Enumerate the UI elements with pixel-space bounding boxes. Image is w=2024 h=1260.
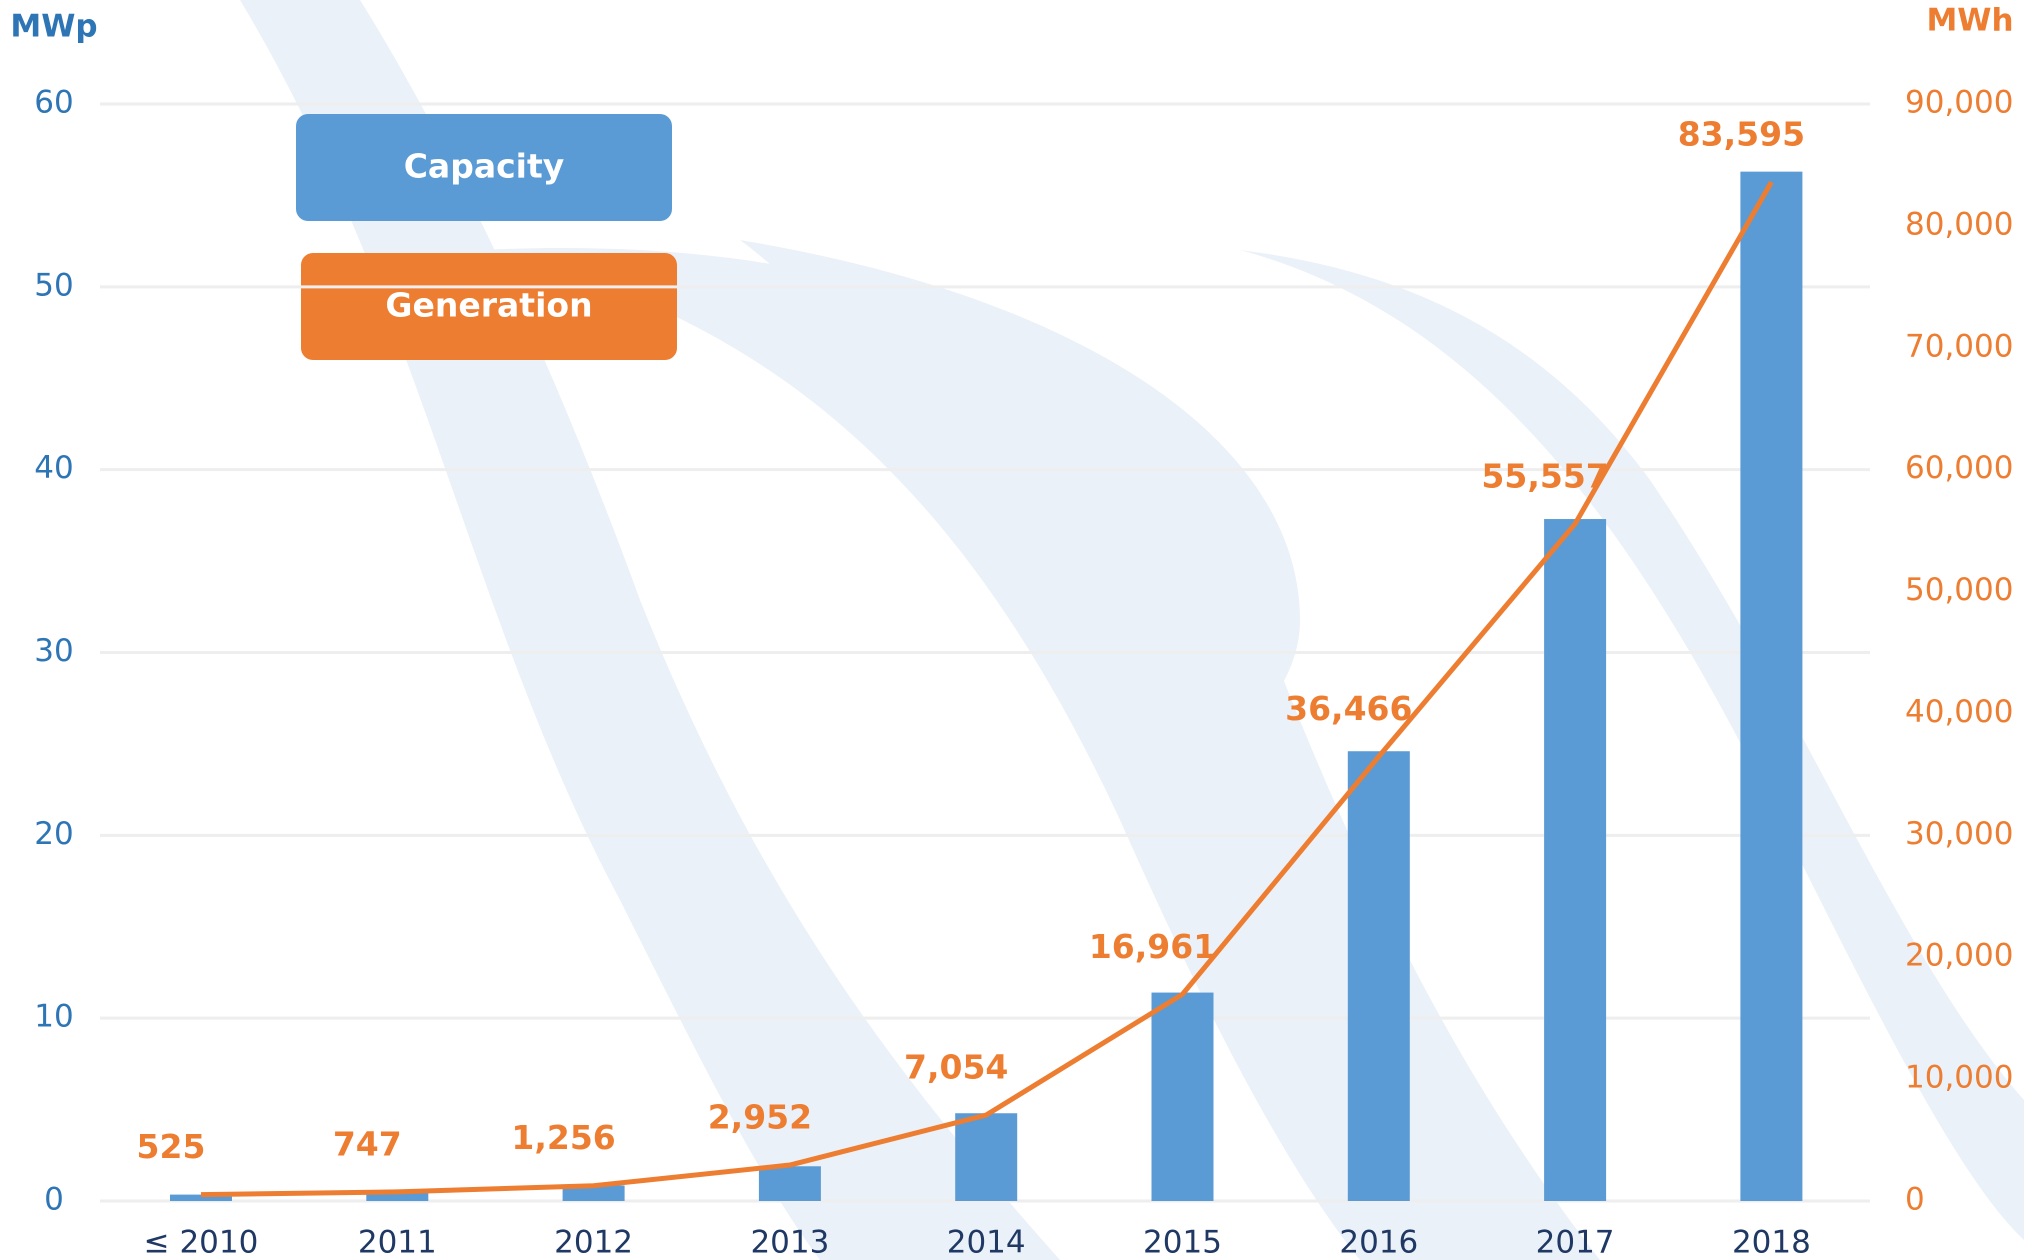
bar bbox=[955, 1113, 1017, 1201]
chart: MWp MWh Capacity Generation 0 10 20 30 40 50 60… bbox=[0, 0, 2024, 1260]
y-tick-label: 0 bbox=[44, 1182, 64, 1218]
x-tick-label: 2017 bbox=[1536, 1225, 1615, 1260]
legend-label: Generation bbox=[385, 286, 592, 325]
y-axis-title: MWp bbox=[10, 9, 97, 45]
bar bbox=[1740, 172, 1802, 1201]
x-tick-label: ≤ 2010 bbox=[144, 1225, 259, 1260]
y2-tick-label: 50,000 bbox=[1905, 572, 2013, 608]
bar bbox=[1544, 519, 1606, 1201]
y2-tick-label: 60,000 bbox=[1905, 450, 2013, 486]
x-tick-label: 2016 bbox=[1339, 1225, 1418, 1260]
bar bbox=[759, 1166, 821, 1201]
y2-tick-label: 20,000 bbox=[1905, 938, 2013, 974]
y2-axis-title: MWh bbox=[1926, 3, 2013, 39]
x-tick-label: 2018 bbox=[1732, 1225, 1811, 1260]
value-label: 55,557 bbox=[1481, 456, 1608, 495]
x-tick-label: 2013 bbox=[750, 1225, 829, 1260]
value-label: 2,952 bbox=[708, 1098, 812, 1137]
legend-label: Capacity bbox=[404, 147, 565, 186]
y-tick-label: 10 bbox=[34, 999, 73, 1035]
x-tick-label: 2012 bbox=[554, 1225, 633, 1260]
y-tick-label: 60 bbox=[34, 85, 73, 121]
y-tick-label: 30 bbox=[34, 633, 73, 669]
value-label: 1,256 bbox=[511, 1118, 615, 1157]
x-tick-label: 2015 bbox=[1143, 1225, 1222, 1260]
y-tick-label: 40 bbox=[34, 450, 73, 486]
value-label: 525 bbox=[137, 1127, 206, 1166]
x-tick-label: 2011 bbox=[358, 1225, 437, 1260]
y2-tick-label: 70,000 bbox=[1905, 328, 2013, 364]
y2-tick-label: 10,000 bbox=[1905, 1060, 2013, 1096]
y-tick-label: 50 bbox=[34, 267, 73, 303]
value-label: 83,595 bbox=[1678, 115, 1805, 154]
y2-tick-label: 0 bbox=[1905, 1182, 1925, 1218]
value-label: 36,466 bbox=[1285, 689, 1412, 728]
y2-tick-label: 40,000 bbox=[1905, 694, 2013, 730]
value-label: 16,961 bbox=[1089, 927, 1216, 966]
bar bbox=[1152, 993, 1214, 1201]
y2-tick-label: 90,000 bbox=[1905, 85, 2013, 121]
value-label: 7,054 bbox=[904, 1048, 1008, 1087]
x-tick-label: 2014 bbox=[947, 1225, 1026, 1260]
y2-tick-label: 30,000 bbox=[1905, 816, 2013, 852]
y2-tick-label: 80,000 bbox=[1905, 206, 2013, 242]
bar bbox=[1348, 751, 1410, 1201]
y-tick-label: 20 bbox=[34, 816, 73, 852]
value-label: 747 bbox=[333, 1124, 402, 1163]
